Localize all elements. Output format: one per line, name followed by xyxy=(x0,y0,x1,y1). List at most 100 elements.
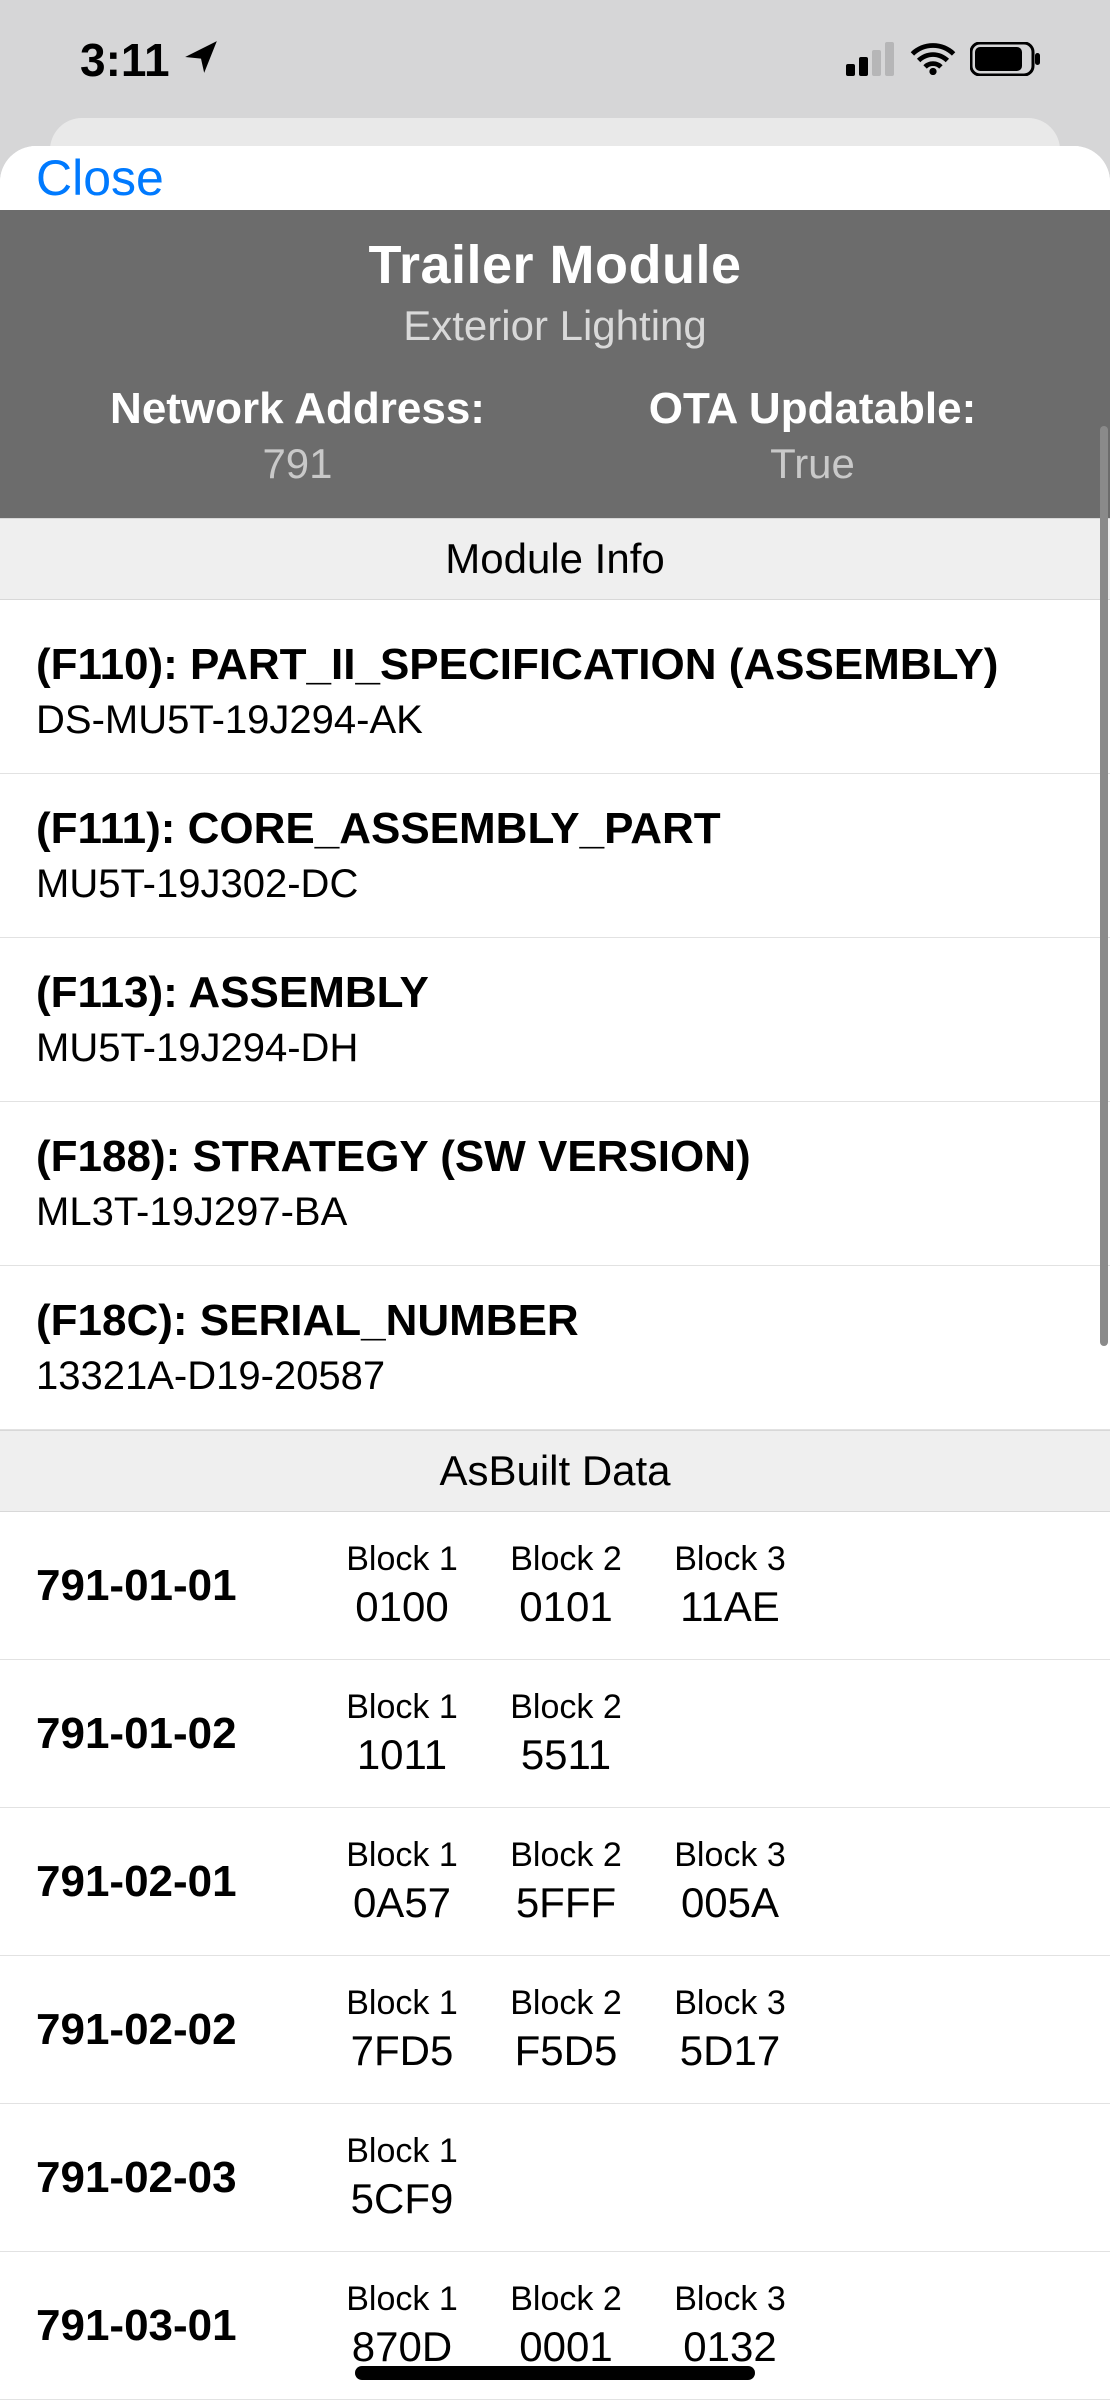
module-header: Trailer Module Exterior Lighting Network… xyxy=(0,210,1110,518)
ota-label: OTA Updatable: xyxy=(555,384,1070,434)
asbuilt-address: 791-03-01 xyxy=(36,2301,326,2351)
asbuilt-block: Block 2 0101 xyxy=(490,1540,642,1631)
block-label: Block 2 xyxy=(490,1984,642,2023)
block-label: Block 2 xyxy=(490,1540,642,1579)
block-label: Block 1 xyxy=(326,1984,478,2023)
info-row[interactable]: (F111): CORE_ASSEMBLY_PART MU5T-19J302-DC xyxy=(0,774,1110,938)
asbuilt-blocks: Block 1 7FD5 Block 2 F5D5 Block 3 5D17 xyxy=(326,1984,806,2075)
status-left: 3:11 xyxy=(80,33,220,87)
block-value: 1011 xyxy=(326,1731,478,1779)
wifi-icon xyxy=(910,33,956,87)
block-value: 5511 xyxy=(490,1731,642,1779)
block-value: 0101 xyxy=(490,1583,642,1631)
asbuilt-block: Block 3 0132 xyxy=(654,2280,806,2371)
asbuilt-row[interactable]: 791-01-01Block 1 0100 Block 2 0101 Block 3 11… xyxy=(0,1512,1110,1660)
asbuilt-block: Block 1 5CF9 xyxy=(326,2132,478,2223)
asbuilt-block: Block 3 5D17 xyxy=(654,1984,806,2075)
info-row[interactable]: (F18C): SERIAL_NUMBER 13321A-D19-20587 xyxy=(0,1266,1110,1430)
block-value: 0A57 xyxy=(326,1879,478,1927)
block-value: F5D5 xyxy=(490,2027,642,2075)
info-value: MU5T-19J294-DH xyxy=(36,1026,1074,1071)
asbuilt-block: Block 2 5511 xyxy=(490,1688,642,1779)
asbuilt-block: Block 1 0100 xyxy=(326,1540,478,1631)
asbuilt-blocks: Block 1 1011 Block 2 5511 xyxy=(326,1688,642,1779)
asbuilt-blocks: Block 1 870D Block 2 0001 Block 3 0132 xyxy=(326,2280,806,2371)
asbuilt-block: Block 2 F5D5 xyxy=(490,1984,642,2075)
block-value: 870D xyxy=(326,2323,478,2371)
info-value: 13321A-D19-20587 xyxy=(36,1354,1074,1399)
info-row[interactable]: (F188): STRATEGY (SW VERSION) ML3T-19J297… xyxy=(0,1102,1110,1266)
info-value: MU5T-19J302-DC xyxy=(36,862,1074,907)
info-title: (F110): PART_II_SPECIFICATION (ASSEMBLY) xyxy=(36,640,1074,690)
info-value: DS-MU5T-19J294-AK xyxy=(36,698,1074,743)
asbuilt-header: AsBuilt Data xyxy=(0,1430,1110,1512)
asbuilt-address: 791-02-03 xyxy=(36,2153,326,2203)
asbuilt-address: 791-02-01 xyxy=(36,1857,326,1907)
block-label: Block 1 xyxy=(326,2132,478,2171)
block-value: 5FFF xyxy=(490,1879,642,1927)
asbuilt-block: Block 2 5FFF xyxy=(490,1836,642,1927)
block-label: Block 3 xyxy=(654,1540,806,1579)
info-value: ML3T-19J297-BA xyxy=(36,1190,1074,1235)
asbuilt-row[interactable]: 791-01-02Block 1 1011 Block 2 5511 xyxy=(0,1660,1110,1808)
asbuilt-row[interactable]: 791-02-01Block 1 0A57 Block 2 5FFF Block 3 00… xyxy=(0,1808,1110,1956)
asbuilt-block: Block 2 0001 xyxy=(490,2280,642,2371)
info-title: (F113): ASSEMBLY xyxy=(36,968,1074,1018)
block-label: Block 1 xyxy=(326,1836,478,1875)
block-label: Block 1 xyxy=(326,2280,478,2319)
asbuilt-address: 791-01-01 xyxy=(36,1561,326,1611)
asbuilt-blocks: Block 1 0100 Block 2 0101 Block 3 11AE xyxy=(326,1540,806,1631)
block-label: Block 1 xyxy=(326,1540,478,1579)
asbuilt-list: 791-01-01Block 10100Block 20101Block 311… xyxy=(0,1512,1110,2400)
block-value: 0132 xyxy=(654,2323,806,2371)
block-value: 5CF9 xyxy=(326,2175,478,2223)
ota-value: True xyxy=(555,440,1070,488)
status-time: 3:11 xyxy=(80,33,170,87)
battery-icon xyxy=(970,33,1042,87)
cellular-icon xyxy=(846,33,896,87)
block-value: 11AE xyxy=(654,1583,806,1631)
location-icon xyxy=(182,33,220,87)
close-bar: Close xyxy=(0,146,1110,210)
asbuilt-row[interactable]: 791-02-03Block 1 5CF9 xyxy=(0,2104,1110,2252)
asbuilt-row[interactable]: 791-02-02Block 1 7FD5 Block 2 F5D5 Block 3 5D… xyxy=(0,1956,1110,2104)
info-row[interactable]: (F110): PART_II_SPECIFICATION (ASSEMBLY)… xyxy=(0,600,1110,774)
block-label: Block 3 xyxy=(654,1836,806,1875)
block-value: 0100 xyxy=(326,1583,478,1631)
network-address-col: Network Address: 791 xyxy=(40,384,555,488)
info-title: (F188): STRATEGY (SW VERSION) xyxy=(36,1132,1074,1182)
close-button[interactable]: Close xyxy=(36,149,164,207)
module-title: Trailer Module xyxy=(20,234,1090,296)
info-title: (F18C): SERIAL_NUMBER xyxy=(36,1296,1074,1346)
asbuilt-blocks: Block 1 0A57 Block 2 5FFF Block 3 005A xyxy=(326,1836,806,1927)
sheet: Close Trailer Module Exterior Lighting N… xyxy=(0,146,1110,2400)
asbuilt-block: Block 1 1011 xyxy=(326,1688,478,1779)
ota-col: OTA Updatable: True xyxy=(555,384,1070,488)
block-label: Block 2 xyxy=(490,1688,642,1727)
block-label: Block 3 xyxy=(654,2280,806,2319)
block-value: 5D17 xyxy=(654,2027,806,2075)
info-row[interactable]: (F113): ASSEMBLY MU5T-19J294-DH xyxy=(0,938,1110,1102)
block-label: Block 2 xyxy=(490,2280,642,2319)
home-indicator[interactable] xyxy=(355,2366,755,2380)
module-info-header: Module Info xyxy=(0,518,1110,600)
status-bar: 3:11 xyxy=(0,0,1110,120)
info-title: (F111): CORE_ASSEMBLY_PART xyxy=(36,804,1074,854)
module-subtitle: Exterior Lighting xyxy=(20,302,1090,350)
asbuilt-block: Block 1 0A57 xyxy=(326,1836,478,1927)
asbuilt-blocks: Block 1 5CF9 xyxy=(326,2132,478,2223)
scroll-indicator[interactable] xyxy=(1100,426,1108,1346)
asbuilt-address: 791-01-02 xyxy=(36,1709,326,1759)
module-meta: Network Address: 791 OTA Updatable: True xyxy=(20,384,1090,492)
block-label: Block 2 xyxy=(490,1836,642,1875)
module-info-list: (F110): PART_II_SPECIFICATION (ASSEMBLY)… xyxy=(0,600,1110,1430)
block-value: 7FD5 xyxy=(326,2027,478,2075)
block-label: Block 3 xyxy=(654,1984,806,2023)
status-right xyxy=(846,33,1042,87)
asbuilt-address: 791-02-02 xyxy=(36,2005,326,2055)
block-value: 005A xyxy=(654,1879,806,1927)
asbuilt-block: Block 1 870D xyxy=(326,2280,478,2371)
block-value: 0001 xyxy=(490,2323,642,2371)
network-address-label: Network Address: xyxy=(40,384,555,434)
block-label: Block 1 xyxy=(326,1688,478,1727)
